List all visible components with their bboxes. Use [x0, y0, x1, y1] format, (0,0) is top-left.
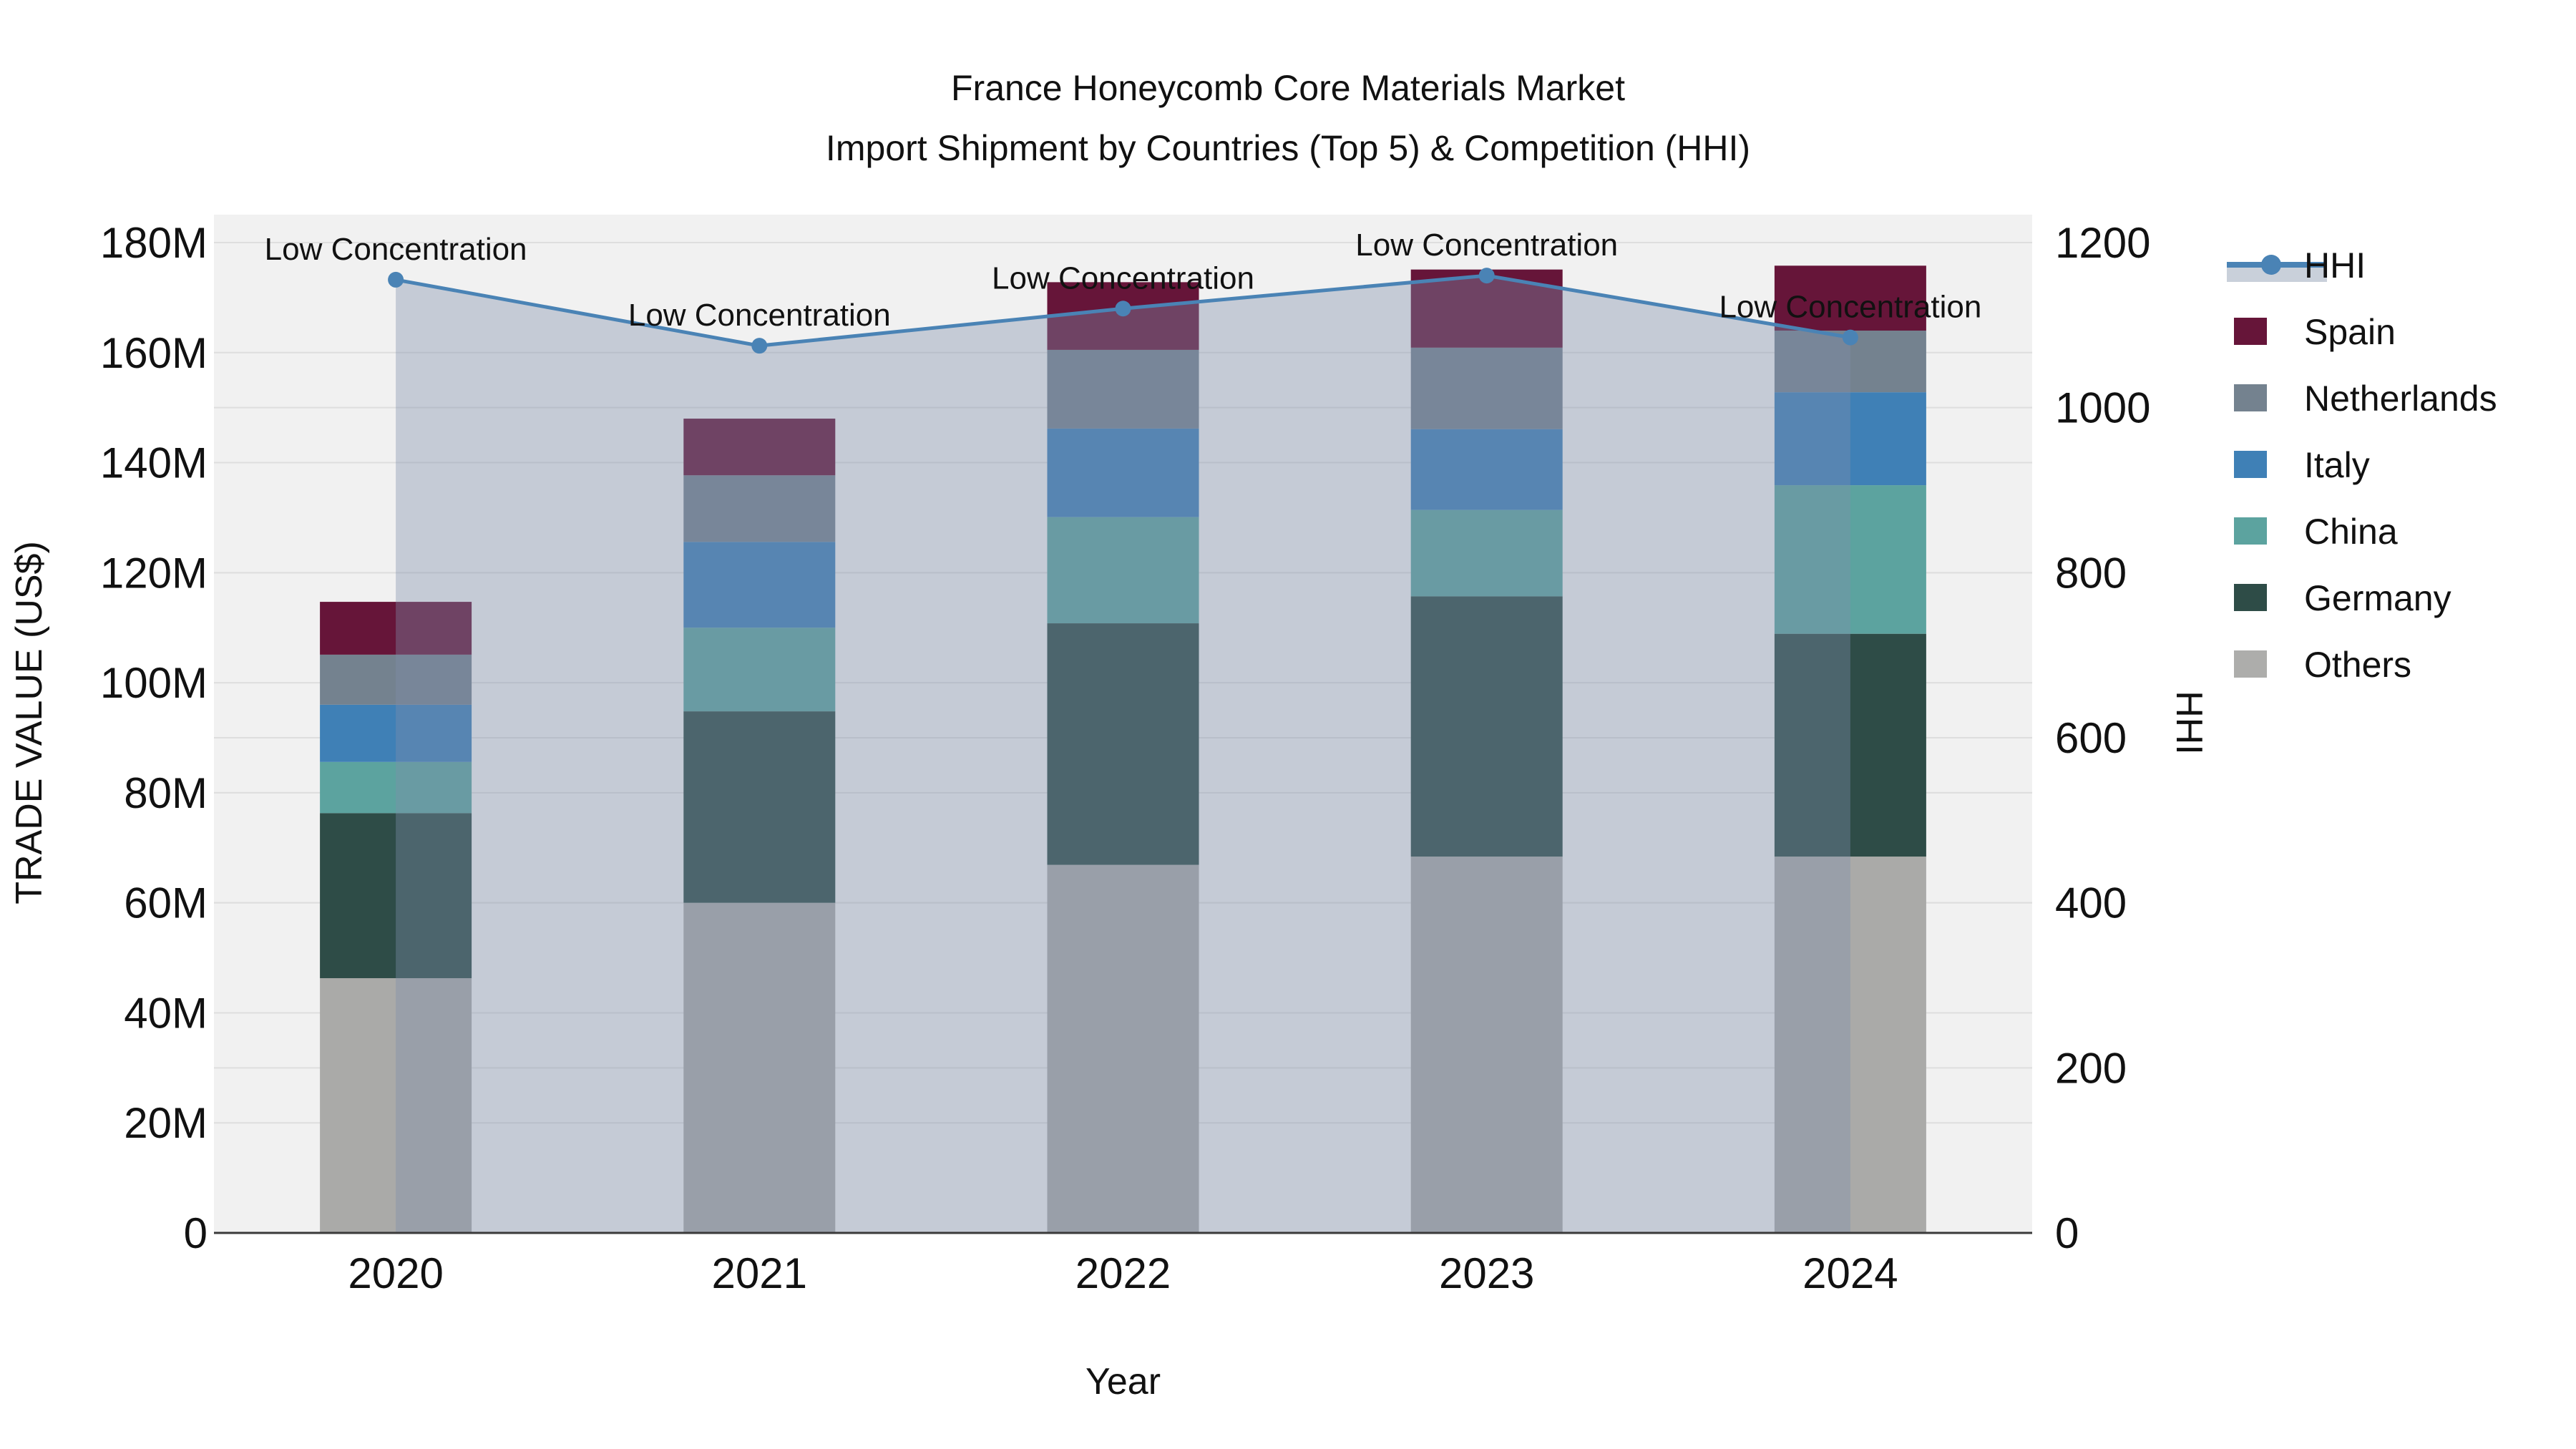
bar-segment-netherlands-2023 — [1410, 347, 1563, 429]
x-axis-tick-2020: 2020 — [348, 1249, 443, 1297]
legend-label-netherlands: Netherlands — [2304, 379, 2497, 419]
right-axis-title: HHI — [2168, 691, 2210, 755]
annotation-low-concentration-2024: Low Concentration — [1719, 290, 1981, 325]
hhi-marker-2023 — [1478, 268, 1495, 284]
right-axis-tick-1200: 1200 — [2055, 219, 2150, 267]
bar-segment-germany-2022 — [1047, 623, 1199, 865]
bar-segment-others-2023 — [1410, 857, 1563, 1233]
legend-swatch-china — [2234, 517, 2267, 545]
x-axis-tick-2021: 2021 — [712, 1249, 807, 1297]
legend-swatch-italy — [2234, 451, 2267, 478]
annotation-low-concentration-2020: Low Concentration — [265, 232, 527, 267]
bar-segment-spain-2020 — [320, 602, 472, 655]
left-axis-tick-80M: 80M — [124, 769, 208, 817]
right-axis-tick-200: 200 — [2055, 1044, 2127, 1092]
left-axis-tick-20M: 20M — [124, 1099, 208, 1147]
bar-segment-china-2021 — [683, 628, 836, 712]
legend-swatch-spain — [2234, 318, 2267, 345]
hhi-marker-2024 — [1842, 329, 1858, 346]
legend-item-germany[interactable]: Germany — [2234, 578, 2451, 618]
left-axis-tick-0: 0 — [184, 1209, 208, 1257]
left-axis-tick-120M: 120M — [100, 549, 208, 597]
chart-title-line1: France Honeycomb Core Materials Market — [951, 68, 1625, 108]
legend-item-spain[interactable]: Spain — [2234, 312, 2396, 352]
legend-item-hhi[interactable]: HHI — [2227, 245, 2366, 286]
annotation-low-concentration-2023: Low Concentration — [1355, 228, 1618, 263]
legend-label-italy: Italy — [2304, 445, 2370, 485]
left-axis-tick-180M: 180M — [100, 219, 208, 267]
bar-segment-others-2024 — [1774, 857, 1926, 1233]
legend-label-germany: Germany — [2304, 578, 2451, 618]
legend-label-spain: Spain — [2304, 312, 2396, 352]
bar-segment-italy-2023 — [1410, 429, 1563, 510]
bar-segment-china-2020 — [320, 761, 472, 814]
right-axis-tick-800: 800 — [2055, 549, 2127, 597]
legend-label-china: China — [2304, 512, 2398, 552]
bar-segment-others-2022 — [1047, 864, 1199, 1233]
x-axis-tick-2024: 2024 — [1802, 1249, 1898, 1297]
left-axis-tick-100M: 100M — [100, 659, 208, 707]
bar-segment-germany-2020 — [320, 813, 472, 979]
legend-swatch-netherlands — [2234, 384, 2267, 411]
legend-label-others: Others — [2304, 645, 2411, 685]
bar-segment-netherlands-2021 — [683, 475, 836, 542]
bar-segment-italy-2020 — [320, 704, 472, 762]
left-axis-tick-160M: 160M — [100, 329, 208, 377]
left-axis-tick-60M: 60M — [124, 879, 208, 927]
x-axis-tick-2022: 2022 — [1075, 1249, 1171, 1297]
hhi-marker-2021 — [751, 338, 768, 354]
legend-item-italy[interactable]: Italy — [2234, 445, 2370, 485]
legend-swatch-germany — [2234, 584, 2267, 611]
bar-segment-china-2024 — [1774, 485, 1926, 634]
legend-item-others[interactable]: Others — [2234, 645, 2411, 685]
left-axis-tick-40M: 40M — [124, 989, 208, 1037]
bar-segment-netherlands-2020 — [320, 654, 472, 705]
right-axis-tick-600: 600 — [2055, 714, 2127, 762]
bar-segment-italy-2024 — [1774, 392, 1926, 486]
annotation-low-concentration-2022: Low Concentration — [992, 260, 1254, 296]
bar-segment-germany-2024 — [1774, 633, 1926, 857]
bar-segment-spain-2021 — [683, 419, 836, 476]
bar-segment-china-2023 — [1410, 509, 1563, 597]
right-axis-tick-400: 400 — [2055, 879, 2127, 927]
bar-segment-others-2021 — [683, 902, 836, 1233]
legend-item-netherlands[interactable]: Netherlands — [2234, 379, 2497, 419]
bar-segment-germany-2023 — [1410, 596, 1563, 857]
legend-label-hhi: HHI — [2304, 245, 2366, 286]
legend-hhi-marker-icon — [2261, 255, 2281, 275]
x-axis-title: Year — [1085, 1361, 1161, 1402]
x-axis-tick-2023: 2023 — [1439, 1249, 1534, 1297]
bar-segment-italy-2021 — [683, 542, 836, 628]
hhi-marker-2020 — [388, 271, 404, 288]
bar-segment-italy-2022 — [1047, 428, 1199, 517]
legend-item-china[interactable]: China — [2234, 512, 2398, 552]
right-axis-tick-0: 0 — [2055, 1209, 2079, 1257]
annotation-low-concentration-2021: Low Concentration — [628, 298, 891, 333]
bar-segment-others-2020 — [320, 978, 472, 1233]
bar-segment-spain-2024 — [1774, 265, 1926, 331]
hhi-area-fill — [396, 275, 1850, 1234]
right-axis-tick-1000: 1000 — [2055, 384, 2150, 432]
left-axis-tick-140M: 140M — [100, 439, 208, 487]
bar-segment-netherlands-2022 — [1047, 349, 1199, 429]
hhi-marker-2022 — [1115, 301, 1131, 317]
chart-title-line2: Import Shipment by Countries (Top 5) & C… — [826, 128, 1750, 168]
bar-segment-china-2022 — [1047, 517, 1199, 624]
bar-segment-germany-2021 — [683, 711, 836, 903]
legend-swatch-others — [2234, 650, 2267, 678]
y-axis-title: TRADE VALUE (US$) — [9, 541, 50, 904]
